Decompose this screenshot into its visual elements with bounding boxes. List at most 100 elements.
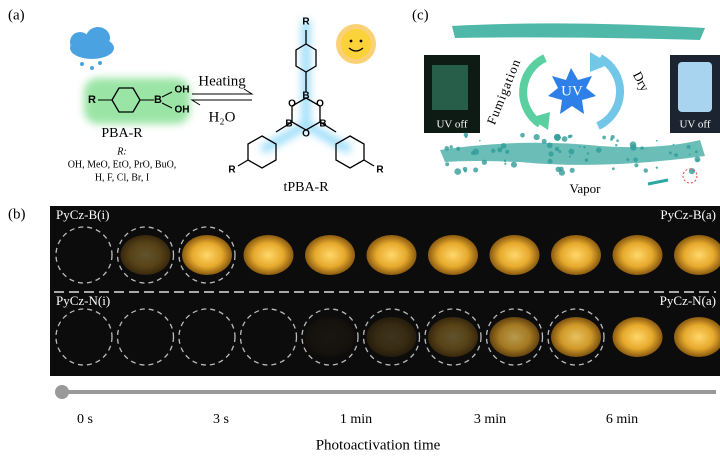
- droplet: [644, 168, 648, 172]
- droplet: [548, 151, 553, 156]
- droplet: [568, 135, 571, 138]
- atom: O: [288, 99, 296, 110]
- panel-label: (a): [8, 7, 25, 23]
- droplet: [473, 167, 478, 172]
- droplet: [570, 168, 575, 173]
- droplet: [482, 160, 487, 165]
- droplet: [634, 163, 638, 167]
- droplet: [633, 157, 637, 161]
- droplet: [520, 133, 525, 138]
- atom: OH: [175, 85, 190, 96]
- droplet: [511, 162, 517, 168]
- sample: [182, 235, 232, 275]
- droplet: [479, 140, 481, 142]
- atom: O: [302, 129, 310, 140]
- substituent-label: R:: [116, 146, 126, 157]
- sample: [121, 235, 171, 275]
- droplet: [612, 167, 615, 170]
- sample: [428, 235, 478, 275]
- droplet: [630, 144, 636, 150]
- time-label: 3 s: [213, 412, 229, 427]
- droplet: [471, 151, 475, 155]
- atom: B: [154, 94, 162, 106]
- sample: [613, 235, 663, 275]
- atom: R: [376, 165, 384, 176]
- droplet: [456, 147, 460, 151]
- inset-image: [678, 62, 712, 112]
- sample: [551, 317, 601, 357]
- droplet: [579, 146, 581, 148]
- droplet: [497, 147, 502, 152]
- vapor-label: Vapor: [569, 181, 601, 196]
- panel-label: (c): [412, 7, 429, 23]
- droplet: [626, 158, 629, 161]
- row-label: PyCz-N(i): [56, 293, 110, 308]
- cloud-icon: [70, 27, 114, 70]
- droplet: [696, 159, 698, 161]
- compound-name: PBA-R: [101, 126, 143, 141]
- sample: [367, 235, 417, 275]
- droplet: [656, 140, 658, 142]
- cycle-arrow: [523, 58, 545, 124]
- compound-name: tPBA-R: [283, 180, 329, 195]
- droplet: [583, 146, 585, 148]
- sun-icon: [336, 24, 376, 64]
- timeline-start: [55, 385, 69, 399]
- atom: R: [88, 94, 96, 106]
- droplet: [465, 135, 468, 138]
- sample: [613, 317, 663, 357]
- time-label: 1 min: [340, 412, 372, 427]
- droplet: [640, 146, 643, 149]
- droplet: [464, 170, 467, 173]
- droplet: [610, 138, 613, 141]
- figure: (a) R B OH OH PBA-R R: OH, MeO, EtO, PrO…: [0, 0, 720, 457]
- sample: [490, 317, 540, 357]
- film: [452, 23, 705, 40]
- condition: H₂O: [209, 109, 236, 125]
- uv-label: UV: [561, 83, 583, 99]
- sample: [551, 235, 601, 275]
- sample: [367, 317, 417, 357]
- arrow: [192, 100, 252, 105]
- row-label: PyCz-N(a): [660, 293, 716, 308]
- droplet: [569, 155, 571, 157]
- panel-label: (b): [8, 206, 26, 222]
- arrow-label: Fumigation: [484, 56, 524, 126]
- atom: B: [285, 119, 292, 130]
- droplet: [695, 150, 698, 153]
- atom: OH: [175, 105, 190, 116]
- droplet: [534, 134, 540, 140]
- droplet: [587, 152, 590, 155]
- substituents: H, F, Cl, Br, I: [95, 172, 149, 183]
- inset-label: UV off: [436, 119, 467, 131]
- atom: R: [228, 165, 236, 176]
- sample: [244, 235, 294, 275]
- droplet: [656, 167, 658, 169]
- droplet: [444, 146, 449, 151]
- time-label: 6 min: [606, 412, 638, 427]
- atom: B: [302, 91, 309, 102]
- droplet: [558, 150, 561, 153]
- droplet: [548, 159, 553, 164]
- droplet: [449, 145, 452, 148]
- arrow: [192, 89, 252, 94]
- droplet: [504, 160, 506, 162]
- substituents: OH, MeO, EtO, PrO, BuO,: [68, 159, 177, 170]
- droplet: [674, 153, 678, 157]
- inset-image: [432, 65, 468, 110]
- droplet: [687, 145, 691, 149]
- axis-title: Photoactivation time: [316, 437, 441, 453]
- droplet: [555, 147, 559, 151]
- row-label: PyCz-B(a): [660, 207, 716, 222]
- droplet: [501, 143, 507, 149]
- droplet: [547, 143, 553, 149]
- cycle-arrow: [598, 58, 620, 126]
- droplet: [505, 150, 509, 154]
- sample: [305, 317, 355, 357]
- atom: R: [302, 17, 310, 28]
- sample: [428, 317, 478, 357]
- time-label: 3 min: [474, 412, 506, 427]
- droplet: [596, 147, 602, 153]
- droplet: [602, 136, 606, 140]
- arrow-label: Dry: [630, 69, 653, 94]
